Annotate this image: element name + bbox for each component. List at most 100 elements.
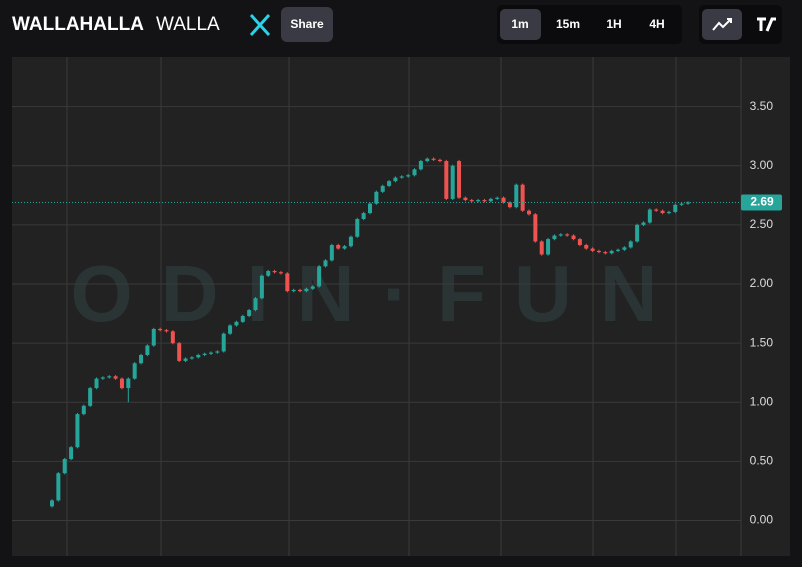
token-ticker: WALLA [156,14,220,35]
candle-body [514,184,519,208]
y-tick-label: 0.50 [750,454,774,468]
watermark: ODIN·FUN [70,249,685,338]
candle-body [126,378,131,389]
candle-body [418,161,423,170]
candle-body [686,202,690,204]
chart-panel [12,57,790,556]
interval-group [497,5,682,44]
candle-body [202,353,207,355]
candle-body [323,260,328,267]
candle-body [272,271,277,273]
candle-body [113,376,118,379]
candle-body [69,447,74,460]
interval-button[interactable]: 15m [556,17,580,31]
y-tick-label: 2.00 [750,276,774,290]
interval-active[interactable] [500,9,541,40]
candle-body [431,158,436,160]
candle-body [170,331,175,344]
candle-body [437,159,442,162]
candle-body [253,298,258,311]
candle-body [469,200,474,202]
candle-body [380,185,385,192]
candle-body [158,328,163,331]
candle-body [488,198,493,202]
candle-body [571,235,576,240]
candle-body [666,211,671,214]
candle-body [119,378,124,389]
candle-body [393,177,398,182]
candle-body [240,315,245,322]
candle-body [291,289,296,292]
candle-body [266,271,271,276]
candle-body [399,176,404,178]
candle-body [565,234,570,236]
candle-body [374,191,379,204]
candle-body [183,358,188,361]
interval-button[interactable]: 1H [606,17,621,31]
candle-body [209,352,213,354]
candle-body [234,321,239,326]
candle-body [151,328,156,346]
candle-body [533,214,538,242]
candle-body [457,161,462,198]
candle-body [177,343,182,361]
candle-body [62,459,67,474]
y-tick-label: 3.00 [750,158,774,172]
candle-body [450,165,455,199]
candle-body [482,200,487,202]
candle-body [310,286,315,289]
candle-body [635,224,640,242]
candle-body [189,357,194,359]
candle-body [425,158,430,162]
candle-body [647,209,652,223]
last-price-label: 2.69 [750,195,774,209]
vertical-grid [66,57,742,556]
candle-body [56,473,61,501]
candle-body [507,202,512,208]
candle-body [278,272,283,274]
candle-body [132,363,137,379]
candle-body [558,234,563,236]
tradingview-icon[interactable] [757,17,776,32]
candle-body [221,333,226,352]
candle-body [641,222,646,225]
trend-icon [712,18,732,31]
candle-body [577,239,582,246]
candle-body [75,414,80,448]
candle-body [520,184,525,211]
candle-body [603,252,608,254]
candle-body [228,325,233,334]
candle-body [247,310,252,316]
interval-buttons: 1m 15m 1H 4H [500,9,665,40]
candle-body [164,330,169,332]
share-button[interactable] [281,7,333,42]
x-logo[interactable] [249,13,271,37]
candle-body [527,210,531,215]
interval-button[interactable]: 1m [511,17,528,31]
token-title: WALLAHALLA [12,14,144,35]
candle-body [336,245,341,249]
candle-body [317,266,322,287]
candle-body [406,175,411,177]
candle-body [546,239,551,255]
candle-body [196,354,201,358]
y-tick-label: 3.50 [750,99,774,113]
candle-body [285,273,290,292]
candle-body [501,197,506,203]
candle-body [50,500,54,507]
last-price-badge [741,194,782,211]
line-chart-button[interactable] [702,9,742,40]
candle-body [342,246,347,249]
candle-body [609,250,614,254]
y-tick-label: 1.50 [750,335,774,349]
candle-body [145,345,150,355]
candle-body [622,247,627,250]
candle-body [355,218,360,237]
interval-button[interactable]: 4H [649,17,664,31]
plot: 0.00 0.50 1.00 1.50 2.00 2.50 3.00 3.50 2.69 [12,99,782,527]
candle-body [387,181,392,186]
candle-body [628,241,633,248]
share-label: Share [290,17,324,31]
candle-body [107,376,112,378]
